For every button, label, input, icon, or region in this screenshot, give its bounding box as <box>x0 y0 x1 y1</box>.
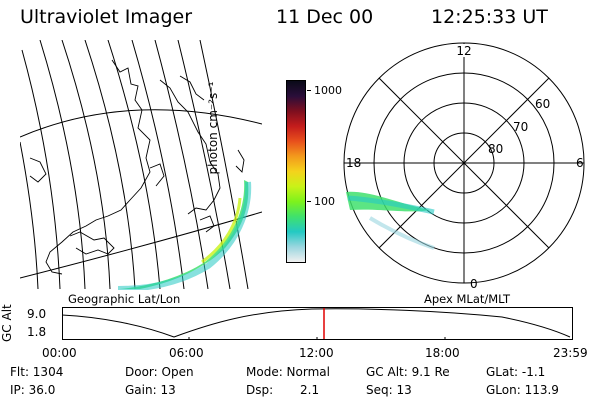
dsp-label: Dsp: <box>246 383 274 397</box>
map-grid-line <box>39 40 86 289</box>
gain-value: Gain: 13 <box>125 383 176 397</box>
coastline <box>179 75 205 101</box>
mlt-label-12: 12 <box>456 44 471 58</box>
sequence-number: Seq: 13 <box>366 383 412 397</box>
altitude-xtick: 06:00 <box>169 346 204 360</box>
polar-axis <box>378 77 550 249</box>
map-grid-line <box>154 40 209 289</box>
map-grid-line <box>199 40 249 289</box>
map-grid-line <box>20 109 262 138</box>
altitude-xtick: 00:00 <box>42 346 77 360</box>
altitude-ylabel: GC Alt <box>0 304 14 342</box>
date-label: 11 Dec 00 <box>276 6 374 28</box>
altitude-curve <box>62 308 571 338</box>
altitude-strip <box>62 307 573 340</box>
flight-number: Flt: 1304 <box>10 365 64 379</box>
map-grid-line <box>131 40 185 289</box>
mode-value: Mode: Normal <box>246 365 330 379</box>
polar-plot-caption: Apex MLat/MLT <box>424 292 511 306</box>
polar-plot: 12 18 6 0 60 70 80 <box>343 42 585 291</box>
polar-aurora-tail <box>368 216 435 250</box>
colorbar-tick <box>307 90 311 91</box>
time-label: 12:25:33 UT <box>431 6 548 28</box>
instrument-title: Ultraviolet Imager <box>20 6 193 28</box>
altitude-xtick: 18:00 <box>425 346 460 360</box>
colorbar-unit-label: photon cm⁻²s⁻¹ <box>206 81 220 175</box>
ip-value: IP: 36.0 <box>10 383 56 397</box>
geographic-longitude: GLon: 113.9 <box>486 383 559 397</box>
map-grid-line <box>20 141 39 289</box>
altitude-ytick: 9.0 <box>27 307 47 321</box>
geographic-map <box>20 40 262 290</box>
mlat-label-80: 80 <box>488 142 503 156</box>
door-status: Door: Open <box>125 365 194 379</box>
map-grid-line <box>21 49 61 289</box>
geographic-latitude: GLat: -1.1 <box>486 365 546 379</box>
coastline <box>159 79 221 215</box>
coastline <box>235 149 245 173</box>
mlt-label-18: 18 <box>346 156 361 170</box>
coastline <box>45 59 151 275</box>
aurora-band-outer <box>117 181 252 290</box>
map-grid-line <box>84 40 136 289</box>
map-grid-line <box>61 40 111 289</box>
colorbar-tick-label: 1000 <box>314 84 342 97</box>
colorbar-tick <box>307 201 311 202</box>
altitude-ytick: 1.8 <box>27 325 47 339</box>
coastline <box>149 163 165 187</box>
mlt-label-0: 0 <box>470 277 478 291</box>
map-grid-line <box>107 40 161 289</box>
aurora-band-inner <box>201 197 242 264</box>
coastline <box>199 215 215 233</box>
colorbar-tick-label: 100 <box>314 195 335 208</box>
mlat-label-70: 70 <box>513 120 528 134</box>
gc-altitude: GC Alt: 9.1 Re <box>366 365 450 379</box>
mlt-label-6: 6 <box>576 156 584 170</box>
mlat-label-60: 60 <box>535 97 550 111</box>
colorbar <box>286 80 306 263</box>
altitude-xtick: 12:00 <box>299 346 334 360</box>
coastline <box>29 157 47 183</box>
dsp-value: 2.1 <box>300 383 320 397</box>
map-grid-line <box>177 40 231 289</box>
polar-aurora-edge <box>347 195 435 215</box>
coastline <box>69 231 115 255</box>
geo-map-caption: Geographic Lat/Lon <box>68 292 181 306</box>
altitude-xtick: 23:59 <box>553 346 588 360</box>
